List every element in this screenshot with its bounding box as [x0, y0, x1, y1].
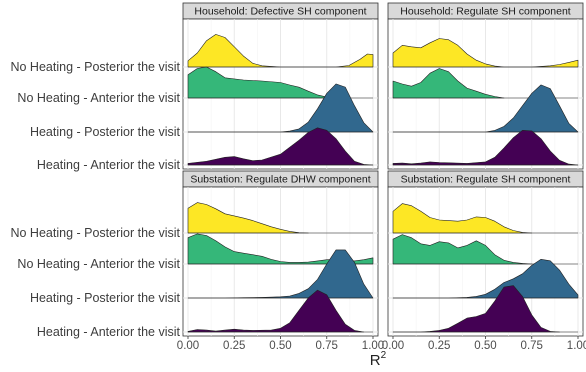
panel-2: Household: Regulate SH component [387, 2, 584, 170]
panel-1: Household: Defective SH component [182, 2, 379, 170]
x-axis-title-text: R [370, 352, 381, 369]
x-tick-label: 0.00 [177, 340, 199, 352]
ridge-3 [187, 249, 374, 299]
ridge-2 [392, 68, 505, 99]
panel-title: Household: Defective SH component [194, 6, 366, 18]
x-tick-label: 0.50 [269, 340, 291, 352]
y-label-row1-2: No Heating - Anterior the visit [17, 91, 180, 105]
x-axis: 0.00 0.25 0.50 0.75 1.000.00 0.25 0.50 0.75 1.00 [177, 336, 586, 352]
ridge-2 [187, 66, 337, 99]
ridge-4 [187, 127, 374, 166]
y-label-row2-3: Heating - Posterior the visit [30, 291, 181, 305]
x-axis-title-superscript: 2 [381, 350, 387, 361]
ridge-1 [187, 34, 374, 68]
x-tick-label: 1.00 [567, 340, 586, 352]
facet-panels: Household: Defective SH component Househo… [182, 2, 584, 337]
x-tick-label: 0.25 [428, 340, 450, 352]
y-label-row1-3: Heating - Posterior the visit [30, 125, 181, 139]
y-label-row2-1: No Heating - Posterior the visit [10, 226, 180, 240]
ridge-3 [392, 84, 579, 133]
y-label-row2-4: Heating - Anterior the visit [37, 325, 181, 339]
ridge-1 [392, 203, 533, 234]
ridge-4 [392, 130, 579, 166]
x-tick-label: 0.75 [316, 340, 338, 352]
panel-3: Substation: Regulate DHW component [182, 170, 379, 337]
x-tick-label: 1.00 [362, 340, 384, 352]
ridge-2 [392, 234, 533, 265]
ridge-4 [392, 285, 560, 333]
ridge-3 [392, 259, 579, 299]
x-tick-label: 0.00 [382, 340, 404, 352]
ridge-3 [187, 83, 374, 133]
panel-title: Substation: Regulate DHW component [190, 174, 370, 186]
panel-title: Substation: Regulate SH component [401, 174, 571, 186]
x-axis-title: R2 [370, 350, 387, 369]
ridge-4 [187, 289, 365, 333]
x-tick-label: 0.50 [474, 340, 496, 352]
ridge-2 [187, 233, 374, 265]
ridge-1 [187, 202, 309, 234]
x-tick-label: 0.75 [521, 340, 543, 352]
y-label-row2-2: No Heating - Anterior the visit [17, 257, 180, 271]
y-label-row1-4: Heating - Anterior the visit [37, 158, 181, 172]
x-tick-label: 0.25 [223, 340, 245, 352]
panel-title: Household: Regulate SH component [400, 6, 571, 18]
ridge-1 [392, 38, 579, 68]
panel-4: Substation: Regulate SH component [387, 170, 584, 337]
y-axis-labels: No Heating - Posterior the visit No Heati… [10, 60, 180, 339]
y-label-row1-1: No Heating - Posterior the visit [10, 60, 180, 74]
